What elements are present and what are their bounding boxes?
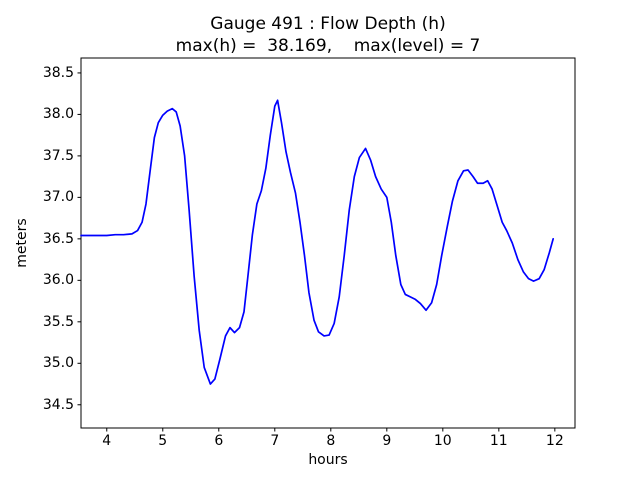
chart-subtitle: max(h) = 38.169, max(level) = 7 [175,36,481,56]
tick-marks [77,72,556,432]
y-tick-label: 34.5 [42,396,74,413]
chart-title: Gauge 491 : Flow Depth (h) [210,14,446,34]
y-tick-label: 37.5 [42,147,74,164]
axes-box [80,57,576,429]
flow-depth-series [80,99,555,385]
x-tick-label: 10 [433,433,452,449]
y-tick-label: 35.0 [42,355,74,372]
x-tick-label: 8 [326,433,336,449]
y-tick-label: 35.5 [42,313,74,330]
x-tick-label: 4 [102,433,112,449]
x-tick-label: 12 [545,433,564,449]
y-tick-label: 37.0 [42,189,74,206]
y-tick-label: 38.0 [42,106,74,123]
x-axis-label: hours [308,452,348,468]
y-tick-label: 36.5 [42,230,74,247]
y-tick-label: 36.0 [42,272,74,289]
x-tick-label: 5 [158,433,168,449]
x-tick-label: 11 [489,433,508,449]
x-tick-label: 9 [382,433,392,449]
x-tick-label: 6 [214,433,224,449]
flow-depth-line [80,99,555,385]
y-tick-label: 38.5 [42,64,74,81]
x-tick-label: 7 [270,433,280,449]
